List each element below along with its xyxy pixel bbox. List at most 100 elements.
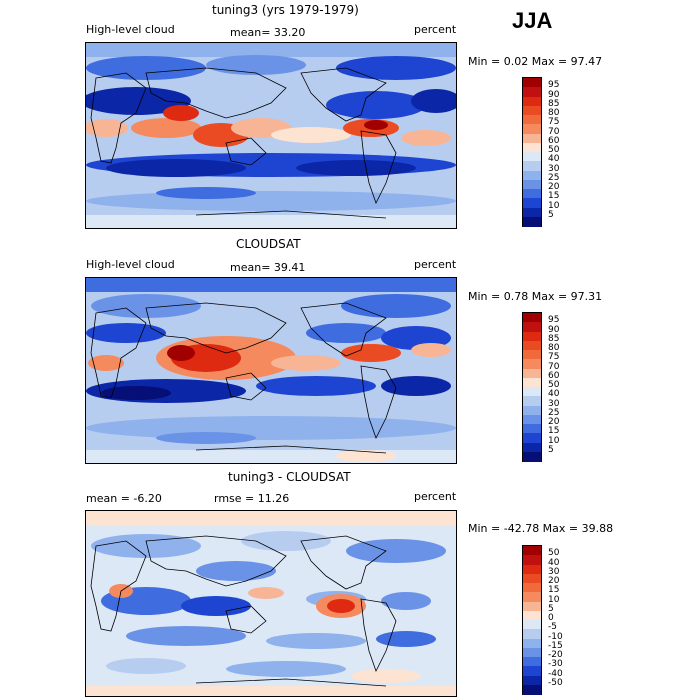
colorbar-tick-label: 70: [548, 361, 560, 372]
colorbar-tick-label: -50: [548, 677, 563, 688]
colorbar-box: [523, 78, 541, 88]
panel-1-colorbar: [522, 77, 542, 227]
colorbar-box: [523, 433, 541, 443]
colorbar-tick-label: 85: [548, 98, 560, 109]
colorbar-tick-label: 50: [548, 548, 560, 559]
panel-3-minmax: Min = -42.78 Max = 39.88: [468, 522, 614, 535]
colorbar-tick-label: 15: [548, 191, 560, 202]
colorbar-box: [523, 405, 541, 416]
colorbar-box: [523, 638, 541, 649]
colorbar-tick-label: 50: [548, 380, 560, 390]
colorbar-box: [523, 610, 541, 621]
panel-1-map: [85, 42, 457, 229]
colorbar-box: [523, 377, 541, 388]
colorbar-tick-label: 80: [548, 108, 560, 118]
panel-3-title: tuning3 - CLOUDSAT: [228, 470, 351, 484]
colorbar-box: [523, 620, 541, 630]
panel-3-rmse-label: rmse = 11.26: [214, 492, 290, 505]
colorbar-tick-label: -40: [548, 668, 563, 679]
panel-2-map: [85, 277, 457, 464]
colorbar-tick-label: 60: [548, 370, 560, 381]
colorbar-box: [523, 546, 541, 556]
colorbar-tick-label: 15: [548, 426, 560, 437]
colorbar-tick-label: 75: [548, 117, 560, 128]
panel-1-title: tuning3 (yrs 1979-1979): [212, 3, 359, 17]
colorbar-tick-label: 5: [548, 603, 554, 614]
colorbar-tick-label: 30: [548, 163, 560, 174]
colorbar-tick-label: 85: [548, 333, 560, 344]
colorbar-tick-label: -10: [548, 631, 563, 642]
colorbar-box: [523, 170, 541, 181]
colorbar-tick-label: 40: [548, 557, 560, 568]
colorbar-tick-label: 30: [548, 566, 560, 577]
panel-3-colorbar: [522, 545, 542, 695]
colorbar-tick-label: 10: [548, 200, 560, 211]
colorbar-tick-label: 30: [548, 398, 560, 409]
colorbar-box: [523, 368, 541, 379]
colorbar-tick-label: 90: [548, 89, 560, 100]
colorbar-box: [523, 216, 541, 227]
colorbar-tick-label: 5: [548, 444, 554, 455]
colorbar-tick-label: -5: [548, 622, 557, 633]
colorbar-box: [523, 666, 541, 676]
colorbar-box: [523, 684, 541, 695]
colorbar-tick-label: 75: [548, 352, 560, 363]
colorbar-box: [523, 87, 541, 97]
colorbar-box: [523, 142, 541, 153]
colorbar-tick-label: 60: [548, 135, 560, 146]
colorbar-box: [523, 564, 541, 575]
season-label: JJA: [512, 8, 553, 33]
colorbar-tick-label: 10: [548, 435, 560, 446]
panel-2-minmax: Min = 0.78 Max = 97.31: [468, 290, 603, 303]
panel-2-colorbar: [522, 312, 542, 462]
panel-3-mean-label: mean = -6.20: [86, 492, 162, 505]
panel-2-map-field: [86, 278, 456, 463]
panel-1-units-label: percent: [414, 23, 457, 36]
colorbar-box: [523, 313, 541, 323]
colorbar-tick-label: 25: [548, 172, 560, 183]
colorbar-tick-label: 50: [548, 145, 560, 155]
colorbar-tick-label: 80: [548, 343, 560, 353]
colorbar-box: [523, 583, 541, 593]
colorbar-tick-label: 25: [548, 407, 560, 418]
colorbar-box: [523, 207, 541, 218]
colorbar-tick-label: -20: [548, 650, 563, 660]
colorbar-tick-label: 95: [548, 80, 560, 91]
colorbar-tick-label: 10: [548, 594, 560, 605]
panel-1-mean-label: mean= 33.20: [230, 26, 306, 39]
panel-3-map: [85, 510, 457, 697]
colorbar-box: [523, 629, 541, 639]
colorbar-tick-label: 90: [548, 324, 560, 335]
colorbar-box: [523, 657, 541, 667]
colorbar-box: [523, 647, 541, 658]
panel-2-title: CLOUDSAT: [236, 237, 301, 251]
colorbar-box: [523, 601, 541, 612]
colorbar-tick-label: -30: [548, 659, 563, 670]
panel-1-map-field: [86, 43, 456, 228]
panel-3-map-field: [86, 511, 456, 696]
panel-2-units-label: percent: [414, 258, 457, 271]
colorbar-box: [523, 340, 541, 351]
colorbar-tick-label: 40: [548, 154, 560, 165]
panel-3-units-label: percent: [414, 490, 457, 503]
colorbar-box: [523, 331, 541, 342]
colorbar-tick-label: 15: [548, 585, 560, 596]
colorbar-tick-label: 95: [548, 315, 560, 326]
colorbar-box: [523, 115, 541, 125]
colorbar-box: [523, 96, 541, 107]
colorbar-box: [523, 133, 541, 144]
colorbar-box: [523, 555, 541, 565]
colorbar-box: [523, 161, 541, 171]
panel-2-variable-label: High-level cloud: [86, 258, 175, 271]
colorbar-box: [523, 152, 541, 162]
colorbar-box: [523, 105, 541, 116]
colorbar-box: [523, 592, 541, 602]
colorbar-box: [523, 451, 541, 462]
colorbar-box: [523, 573, 541, 584]
colorbar-tick-label: 40: [548, 389, 560, 400]
colorbar-box: [523, 442, 541, 453]
colorbar-box: [523, 322, 541, 332]
panel-2-mean-label: mean= 39.41: [230, 261, 306, 274]
colorbar-tick-label: 20: [548, 182, 560, 192]
colorbar-box: [523, 179, 541, 190]
